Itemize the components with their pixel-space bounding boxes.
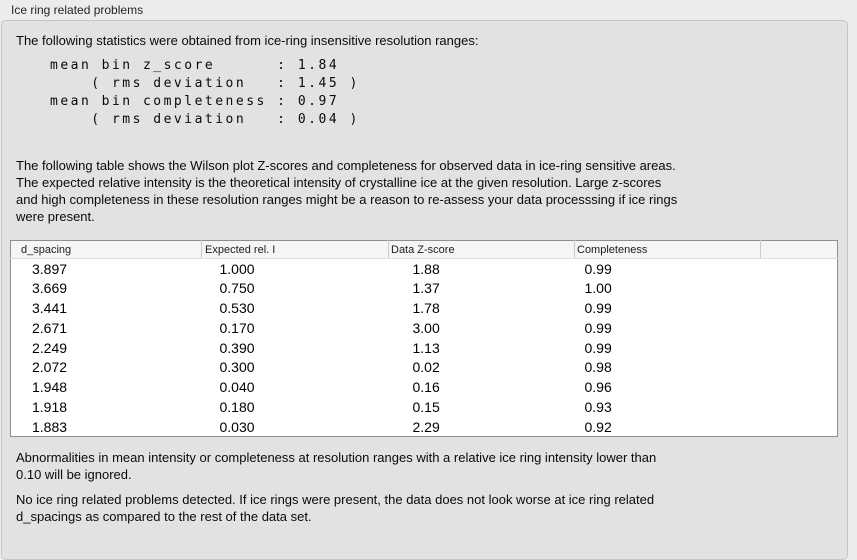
- table-cell: 2.249: [32, 339, 68, 356]
- table-row[interactable]: 2.072 0.300 0.02 0.98: [11, 357, 838, 377]
- table-cell: 1.78: [412, 299, 440, 316]
- table-cell: 1.37: [412, 280, 440, 297]
- table-cell: 0.750: [219, 280, 255, 297]
- table-cell: 1.883: [32, 418, 68, 435]
- table-cell: 0.390: [219, 339, 255, 356]
- table-cell-empty: [761, 259, 838, 279]
- table-cell: 0.99: [584, 299, 612, 316]
- table-row[interactable]: 3.897 1.000 1.88 0.99: [11, 259, 838, 279]
- ignore-note: Abnormalities in mean intensity or compl…: [16, 450, 657, 482]
- table-row[interactable]: 2.671 0.170 3.00 0.99: [11, 318, 838, 338]
- table-cell: 1.13: [412, 339, 440, 356]
- table-row[interactable]: 1.918 0.180 0.15 0.93: [11, 397, 838, 417]
- table-cell: 1.88: [412, 260, 440, 277]
- table-cell: 0.93: [584, 398, 612, 415]
- table-cell-empty: [761, 397, 838, 417]
- table-row[interactable]: 3.441 0.530 1.78 0.99: [11, 298, 838, 318]
- ice-ring-panel: The following statistics were obtained f…: [1, 20, 848, 560]
- column-header-completeness[interactable]: Completeness: [574, 240, 761, 259]
- table-cell: 3.441: [32, 299, 68, 316]
- table-cell: 0.040: [219, 379, 255, 396]
- table-cell: 0.92: [584, 418, 612, 435]
- table-cell-empty: [761, 278, 838, 298]
- table-cell: 1.948: [32, 379, 68, 396]
- column-header-expected-rel-i[interactable]: Expected rel. I: [201, 240, 389, 259]
- column-header-empty: [760, 240, 838, 259]
- table-row[interactable]: 3.669 0.750 1.37 1.00: [11, 278, 838, 298]
- table-description: The following table shows the Wilson plo…: [16, 158, 678, 224]
- column-header-d-spacing[interactable]: d_spacing: [10, 240, 202, 259]
- table-cell: 0.99: [584, 319, 612, 336]
- intro-text: The following statistics were obtained f…: [16, 33, 479, 48]
- table-row[interactable]: 1.883 0.030 2.29 0.92: [11, 417, 838, 437]
- table-cell: 0.300: [219, 359, 255, 376]
- table-cell: 0.99: [584, 260, 612, 277]
- table-cell: 3.897: [32, 260, 68, 277]
- table-cell-empty: [761, 298, 838, 318]
- table-cell: 0.16: [412, 379, 440, 396]
- groupbox-title: Ice ring related problems: [11, 3, 144, 17]
- table-row[interactable]: 2.249 0.390 1.13 0.99: [11, 338, 838, 358]
- table-cell: 0.96: [584, 379, 612, 396]
- table-cell: 0.180: [219, 398, 255, 415]
- conclusion-text: No ice ring related problems detected. I…: [16, 492, 655, 524]
- table-cell: 2.29: [412, 418, 440, 435]
- table-cell: 0.02: [412, 359, 440, 376]
- table-cell: 0.030: [219, 418, 255, 435]
- table-cell: 0.15: [412, 398, 440, 415]
- table-cell-empty: [761, 318, 838, 338]
- table-cell: 1.000: [219, 260, 255, 277]
- table-cell: 2.072: [32, 359, 68, 376]
- table-body: 3.897 1.000 1.88 0.99 3.669 0.750 1.37 1.00 3.44…: [11, 259, 838, 437]
- column-header-data-z-score[interactable]: Data Z-score: [388, 240, 575, 259]
- table-cell: 0.170: [219, 319, 255, 336]
- table-cell-empty: [761, 417, 838, 437]
- table-cell: 2.671: [32, 319, 68, 336]
- stats-block: mean bin z_score : 1.84 ( rms deviation …: [50, 58, 360, 127]
- ice-ring-table: d_spacing Expected rel. I Data Z-score C…: [10, 240, 838, 438]
- table-cell: 0.530: [219, 299, 255, 316]
- table-cell: 3.00: [412, 319, 440, 336]
- table-cell: 3.669: [32, 280, 68, 297]
- table-cell: 1.00: [584, 280, 612, 297]
- table-row[interactable]: 1.948 0.040 0.16 0.96: [11, 377, 838, 397]
- table-cell: 1.918: [32, 398, 68, 415]
- table-cell-empty: [761, 377, 838, 397]
- table-cell-empty: [761, 338, 838, 358]
- table-cell: 0.98: [584, 359, 612, 376]
- table-cell: 0.99: [584, 339, 612, 356]
- table-cell-empty: [761, 357, 838, 377]
- table-header-row: d_spacing Expected rel. I Data Z-score C…: [10, 240, 838, 259]
